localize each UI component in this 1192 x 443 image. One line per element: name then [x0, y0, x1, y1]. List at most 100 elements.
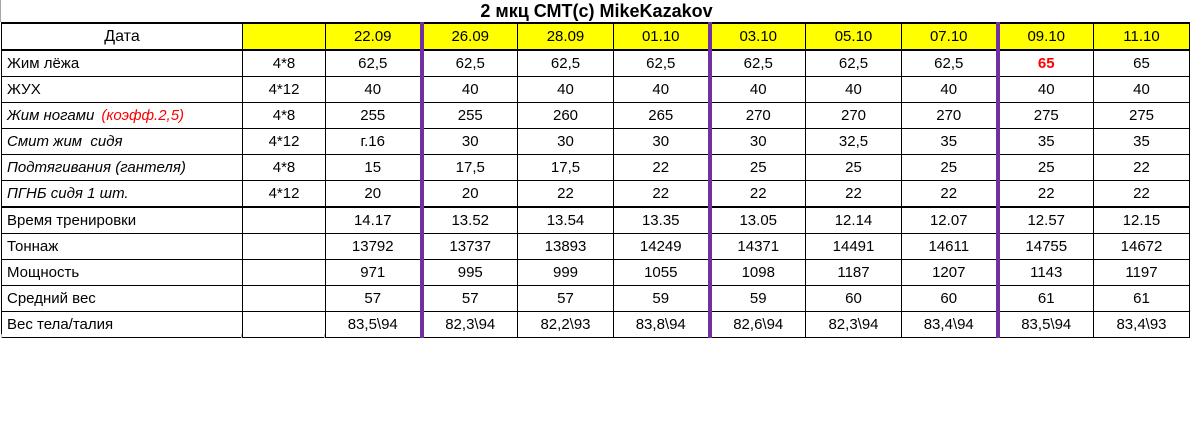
value-cell[interactable]: 83,8\94 — [613, 311, 712, 338]
value-cell[interactable]: 40 — [613, 76, 712, 103]
value-cell[interactable]: 30 — [709, 128, 806, 155]
header-date-label-cell[interactable]: Дата — [1, 22, 243, 51]
value-cell[interactable]: 25 — [709, 154, 806, 181]
value-cell[interactable]: 22 — [997, 180, 1094, 208]
value-cell[interactable]: 22 — [805, 180, 902, 208]
value-cell[interactable]: 22 — [613, 180, 712, 208]
value-cell[interactable]: 83,5\94 — [997, 311, 1094, 338]
stat-label-cell[interactable]: Средний вес — [1, 285, 243, 312]
value-cell[interactable]: 22 — [901, 180, 1000, 208]
value-cell[interactable]: 62,5 — [805, 49, 902, 77]
value-cell[interactable]: 30 — [613, 128, 712, 155]
sets-scheme-cell[interactable]: 4*8 — [242, 154, 326, 181]
value-cell[interactable]: 82,3\94 — [421, 311, 518, 338]
value-cell[interactable]: 265 — [613, 102, 712, 129]
value-cell[interactable]: 30 — [517, 128, 614, 155]
value-cell[interactable]: 13.35 — [613, 206, 712, 234]
value-cell[interactable]: 35 — [997, 128, 1094, 155]
header-date-cell-07.10[interactable]: 07.10 — [901, 22, 1000, 51]
value-cell[interactable]: 22 — [1093, 180, 1190, 208]
sets-scheme-cell[interactable] — [242, 259, 326, 286]
value-cell[interactable]: 12.14 — [805, 206, 902, 234]
value-cell[interactable]: 57 — [517, 285, 614, 312]
sets-scheme-cell[interactable]: 4*8 — [242, 49, 326, 77]
exercise-label-cell[interactable]: Жим ногами (коэфф.2,5) — [1, 102, 243, 129]
stat-label-cell[interactable]: Тоннаж — [1, 233, 243, 260]
value-cell[interactable]: 40 — [325, 76, 424, 103]
value-cell[interactable]: 59 — [709, 285, 806, 312]
value-cell[interactable]: 40 — [709, 76, 806, 103]
exercise-label-cell[interactable]: ПГНБ сидя 1 шт. — [1, 180, 243, 208]
exercise-label-cell[interactable]: Подтягивания (гантеля) — [1, 154, 243, 181]
value-cell[interactable]: 255 — [325, 102, 424, 129]
sets-scheme-cell[interactable]: 4*12 — [242, 128, 326, 155]
value-cell[interactable]: 61 — [997, 285, 1094, 312]
value-cell[interactable]: 14371 — [709, 233, 806, 260]
value-cell[interactable]: 22 — [709, 180, 806, 208]
value-cell[interactable]: 22 — [613, 154, 712, 181]
value-cell[interactable]: 12.15 — [1093, 206, 1190, 234]
value-cell[interactable]: 13792 — [325, 233, 424, 260]
value-cell[interactable]: 1197 — [1093, 259, 1190, 286]
value-cell[interactable]: 32,5 — [805, 128, 902, 155]
value-cell[interactable]: 1207 — [901, 259, 1000, 286]
header-date-cell-01.10[interactable]: 01.10 — [613, 22, 712, 51]
value-cell[interactable]: 1098 — [709, 259, 806, 286]
value-cell[interactable]: 14249 — [613, 233, 712, 260]
value-cell[interactable]: 14755 — [997, 233, 1094, 260]
sets-scheme-cell[interactable] — [242, 233, 326, 260]
value-cell[interactable]: 22 — [517, 180, 614, 208]
value-cell[interactable]: 275 — [1093, 102, 1190, 129]
value-cell[interactable]: 83,5\94 — [325, 311, 424, 338]
value-cell[interactable]: г.16 — [325, 128, 424, 155]
value-cell[interactable]: 61 — [1093, 285, 1190, 312]
value-cell[interactable]: 12.07 — [901, 206, 1000, 234]
value-cell[interactable]: 999 — [517, 259, 614, 286]
value-cell[interactable]: 83,4\94 — [901, 311, 1000, 338]
value-cell[interactable]: 62,5 — [517, 49, 614, 77]
value-cell[interactable]: 995 — [421, 259, 518, 286]
value-cell[interactable]: 60 — [901, 285, 1000, 312]
sets-scheme-cell[interactable]: 4*12 — [242, 180, 326, 208]
header-empty-yellow-cell[interactable] — [242, 22, 326, 51]
value-cell[interactable]: 82,3\94 — [805, 311, 902, 338]
header-date-cell-09.10[interactable]: 09.10 — [997, 22, 1094, 51]
value-cell[interactable]: 82,2\93 — [517, 311, 614, 338]
value-cell[interactable]: 971 — [325, 259, 424, 286]
stat-label-cell[interactable]: Мощность — [1, 259, 243, 286]
exercise-label-cell[interactable]: Смит жим сидя — [1, 128, 243, 155]
value-cell[interactable]: 59 — [613, 285, 712, 312]
sheet-title-cell[interactable]: 2 мкц СМТ(с) MikeKazakov — [0, 0, 1192, 22]
sets-scheme-cell[interactable]: 4*12 — [242, 76, 326, 103]
value-cell[interactable]: 13.52 — [421, 206, 518, 234]
value-cell[interactable]: 62,5 — [901, 49, 1000, 77]
value-cell[interactable]: 14.17 — [325, 206, 424, 234]
value-cell[interactable]: 40 — [805, 76, 902, 103]
value-cell[interactable]: 40 — [1093, 76, 1190, 103]
value-cell[interactable]: 40 — [997, 76, 1094, 103]
value-cell[interactable]: 40 — [901, 76, 1000, 103]
value-cell[interactable]: 1187 — [805, 259, 902, 286]
value-cell[interactable]: 255 — [421, 102, 518, 129]
value-cell[interactable]: 12.57 — [997, 206, 1094, 234]
header-date-cell-22.09[interactable]: 22.09 — [325, 22, 424, 51]
value-cell[interactable]: 270 — [709, 102, 806, 129]
value-cell[interactable]: 17,5 — [517, 154, 614, 181]
value-cell[interactable]: 275 — [997, 102, 1094, 129]
exercise-label-cell[interactable]: Жим лёжа — [1, 49, 243, 77]
value-cell[interactable]: 270 — [805, 102, 902, 129]
value-cell[interactable]: 14611 — [901, 233, 1000, 260]
value-cell[interactable]: 40 — [421, 76, 518, 103]
stat-label-cell[interactable]: Вес тела/талия — [1, 311, 243, 338]
value-cell[interactable]: 270 — [901, 102, 1000, 129]
value-cell[interactable]: 20 — [325, 180, 424, 208]
stat-label-cell[interactable]: Время тренировки — [1, 206, 243, 234]
value-cell[interactable]: 14672 — [1093, 233, 1190, 260]
value-cell[interactable]: 83,4\93 — [1093, 311, 1190, 338]
value-cell[interactable]: 22 — [1093, 154, 1190, 181]
value-cell[interactable]: 25 — [997, 154, 1094, 181]
value-cell[interactable]: 65 — [997, 49, 1094, 77]
header-date-cell-11.10[interactable]: 11.10 — [1093, 22, 1190, 51]
sets-scheme-cell[interactable] — [242, 311, 326, 338]
sets-scheme-cell[interactable] — [242, 285, 326, 312]
